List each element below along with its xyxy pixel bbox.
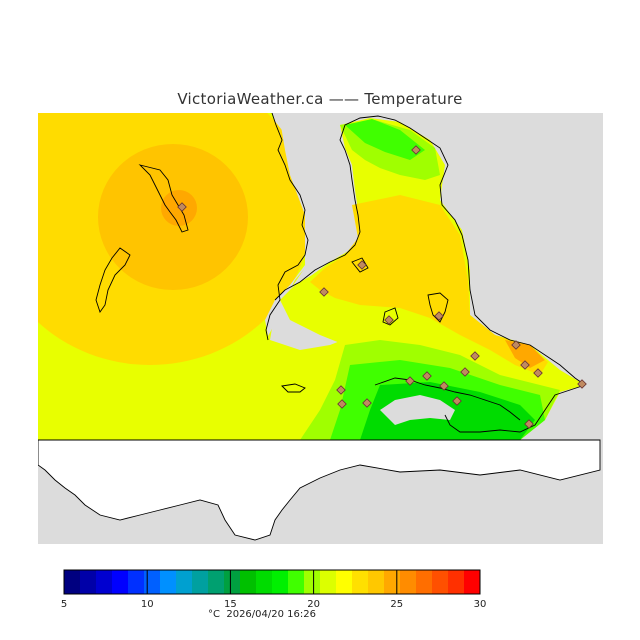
station-marker bbox=[411, 145, 421, 155]
legend-color-swatch bbox=[64, 570, 81, 594]
legend-color-swatch bbox=[384, 570, 401, 594]
coastline-west bbox=[265, 113, 309, 341]
us-landmass bbox=[38, 439, 601, 541]
station-marker bbox=[357, 260, 367, 270]
legend-tick-label: 30 bbox=[474, 599, 487, 610]
station-marker bbox=[336, 385, 346, 395]
legend-timestamp: 2026/04/20 16:26 bbox=[226, 609, 316, 620]
station-marker bbox=[520, 360, 530, 370]
legend-colorbar bbox=[63, 569, 481, 595]
station-marker bbox=[577, 379, 587, 389]
station-marker bbox=[470, 351, 480, 361]
legend-color-swatch bbox=[224, 570, 241, 594]
temperature-zone-east-cooler bbox=[345, 119, 425, 160]
water-bay bbox=[380, 395, 455, 425]
legend-caption: °C 2026/04/20 16:26 bbox=[208, 609, 316, 620]
station-markers bbox=[177, 145, 587, 429]
station-marker bbox=[439, 381, 449, 391]
legend-tick-label: 20 bbox=[307, 599, 320, 610]
legend-unit: °C bbox=[208, 609, 220, 620]
legend-color-swatch bbox=[400, 570, 417, 594]
legend-color-swatch bbox=[320, 570, 337, 594]
legend-tick-label: 25 bbox=[390, 599, 403, 610]
coastline-south bbox=[444, 384, 586, 433]
legend-color-swatch bbox=[464, 570, 481, 594]
legend-color-swatch bbox=[448, 570, 465, 594]
legend-ticks: 5 10 15 20 25 30 bbox=[61, 570, 487, 610]
water-inlet bbox=[265, 113, 330, 336]
island-small-1 bbox=[281, 383, 306, 393]
temperature-zone-east-warm bbox=[310, 195, 548, 375]
legend-color-swatch bbox=[416, 570, 433, 594]
legend-color-swatch bbox=[160, 570, 177, 594]
legend-color-swatch bbox=[256, 570, 273, 594]
station-marker bbox=[511, 340, 521, 350]
legend-color-swatch bbox=[192, 570, 209, 594]
legend-color-swatch bbox=[240, 570, 257, 594]
legend-color-swatch bbox=[368, 570, 385, 594]
legend-color-swatch bbox=[432, 570, 449, 594]
legend-color-swatch bbox=[208, 570, 225, 594]
island-small-2 bbox=[382, 307, 399, 326]
legend-tick-label: 5 bbox=[61, 599, 67, 610]
station-marker bbox=[337, 399, 347, 409]
legend-color-swatch bbox=[112, 570, 129, 594]
south-peninsula-outline bbox=[374, 377, 521, 421]
station-marker bbox=[177, 202, 187, 212]
legend-color-swatch bbox=[144, 570, 161, 594]
station-marker bbox=[452, 396, 462, 406]
station-marker bbox=[524, 419, 534, 429]
legend-color-swatch bbox=[176, 570, 193, 594]
legend-color-swatch bbox=[272, 570, 289, 594]
legend-tick-label: 15 bbox=[224, 599, 237, 610]
station-marker bbox=[319, 287, 329, 297]
island-north-lake bbox=[138, 164, 189, 233]
legend-color-swatch bbox=[304, 570, 321, 594]
legend-color-swatch bbox=[336, 570, 353, 594]
island-small-4 bbox=[351, 257, 369, 273]
legend-color-swatch bbox=[288, 570, 305, 594]
station-marker bbox=[434, 311, 444, 321]
station-marker bbox=[362, 398, 372, 408]
legend-color-swatch bbox=[96, 570, 113, 594]
legend-color-swatch bbox=[352, 570, 369, 594]
station-marker bbox=[460, 367, 470, 377]
island-west-lake bbox=[95, 247, 131, 313]
station-marker bbox=[384, 315, 394, 325]
map-title: VictoriaWeather.ca —— Temperature bbox=[177, 90, 463, 108]
station-marker bbox=[422, 371, 432, 381]
legend-color-swatch bbox=[80, 570, 97, 594]
station-marker bbox=[405, 376, 415, 386]
legend-color-swatch bbox=[128, 570, 145, 594]
legend-tick-label: 10 bbox=[141, 599, 154, 610]
coastline-east-inlet bbox=[274, 115, 586, 386]
station-marker bbox=[533, 368, 543, 378]
